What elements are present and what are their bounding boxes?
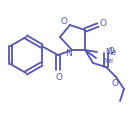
Text: O: O — [108, 46, 115, 55]
Text: N: N — [65, 49, 71, 58]
Text: Me: Me — [103, 58, 113, 63]
Text: O: O — [99, 18, 106, 27]
Text: O: O — [60, 16, 67, 25]
Text: O: O — [56, 72, 63, 81]
Text: O: O — [112, 79, 119, 88]
Text: Me: Me — [105, 48, 116, 57]
